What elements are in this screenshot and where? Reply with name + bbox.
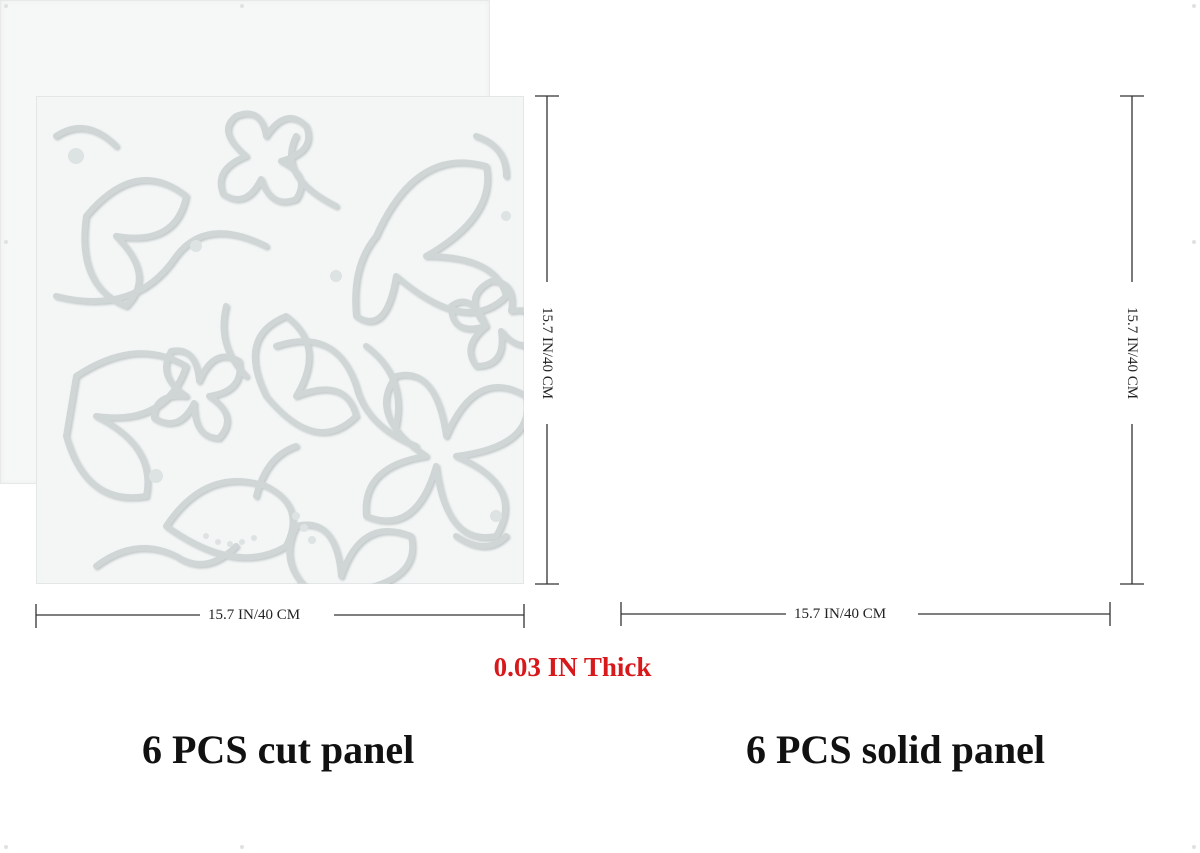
cut-panel-image bbox=[36, 96, 524, 584]
mount-hole bbox=[1192, 845, 1196, 849]
thickness-label: 0.03 IN Thick bbox=[493, 652, 652, 682]
solid-panel-caption: 6 PCS solid panel bbox=[746, 727, 1045, 772]
mount-hole bbox=[1192, 4, 1196, 8]
mount-hole bbox=[1192, 240, 1196, 244]
cut-panel-width-label: 15.7 IN/40 CM bbox=[208, 606, 301, 624]
solid-panel-height-label: 15.7 IN/40 CM bbox=[1123, 302, 1141, 404]
mount-hole bbox=[4, 845, 8, 849]
mount-hole bbox=[240, 4, 244, 8]
solid-panel-width-label: 15.7 IN/40 CM bbox=[794, 605, 887, 623]
mount-hole bbox=[4, 240, 8, 244]
cut-panel-height-label: 15.7 IN/40 CM bbox=[538, 302, 556, 404]
cut-panel-caption: 6 PCS cut panel bbox=[142, 727, 415, 772]
mount-hole bbox=[4, 4, 8, 8]
mount-hole bbox=[240, 845, 244, 849]
